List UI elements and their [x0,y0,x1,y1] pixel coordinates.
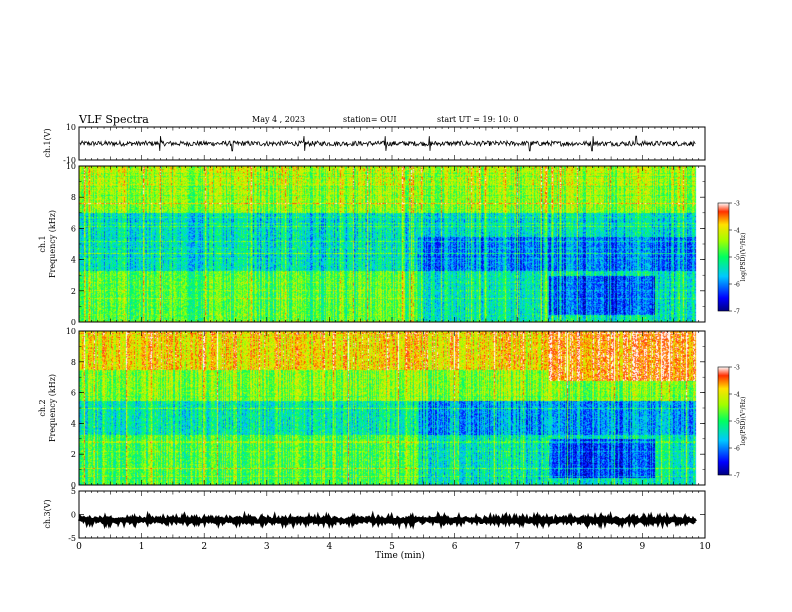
ch1-spectrogram-ylabel-channel: ch.1 [38,235,47,252]
x-tick-label: 6 [452,542,458,552]
ch3-yticks: 5 0 -5 [68,487,705,543]
ch2-spectrogram-yticks: 0 2 4 6 8 10 [66,327,705,490]
ch1-colorbar-ticks: -3 -4 -5 -6 -7 [729,201,740,316]
x-axis-ticks [78,127,706,538]
colorbar-tick-label: -4 [734,392,740,399]
colorbar-tick-label: -4 [734,228,740,235]
x-axis-tick-labels: 0 1 2 3 4 5 6 7 8 9 10 [76,542,711,552]
ch1-waveform-panel: 10 -10 ch.1(V) [43,123,706,165]
x-tick-label: 9 [640,542,646,552]
ch1-yticks: 10 -10 [63,123,705,165]
x-tick-label: 2 [201,542,207,552]
colorbar-tick-label: -7 [734,473,740,480]
y-tick-label: 8 [71,358,76,367]
y-tick-label: 0 [71,481,76,490]
x-tick-label: 0 [76,542,82,552]
ch1-colorbar-label: log(PSD)(V²/Hz) [740,233,747,282]
ch2-spectrogram-ylabel-frequency: Frequency (kHz) [48,374,57,442]
y-tick-label: -10 [63,156,76,165]
ch2-spectrogram-ylabel-channel: ch.2 [38,399,47,416]
colorbar-tick-label: -3 [734,365,740,372]
ch2-spectrogram-image [79,331,705,485]
ch1-colorbar [717,202,730,312]
y-tick-label: 8 [71,193,76,202]
y-tick-label: 0 [71,318,76,327]
start-ut-label: start UT = 19: 10: 0 [437,115,518,124]
ch1-ylabel: ch.1(V) [43,128,52,157]
ch3-waveform-panel: 5 0 -5 ch.3(V) [43,487,706,543]
y-tick-label: 10 [66,162,76,171]
x-tick-label: 8 [577,542,583,552]
y-tick-label: 5 [71,487,76,496]
y-tick-label: 4 [71,256,76,265]
x-axis-label: Time (min) [375,550,425,561]
x-tick-label: 1 [139,542,145,552]
x-tick-label: 4 [327,542,333,552]
y-tick-label: 10 [66,327,76,336]
x-tick-label: 5 [389,542,395,552]
ch1-waveform-line [79,135,696,152]
y-tick-label: -5 [68,534,76,543]
x-tick-label: 7 [514,542,520,552]
colorbar-tick-label: -5 [734,255,740,262]
y-tick-label: 2 [71,287,76,296]
colorbar-tick-label: -7 [734,309,740,316]
colorbar-tick-label: -6 [734,282,740,289]
y-tick-label: 6 [71,389,76,398]
ch1-spectrogram-image [79,166,705,322]
station-label: station= OUI [343,115,397,124]
figure-title: VLF Spectra [78,113,149,126]
y-tick-label: 2 [71,450,76,459]
ch3-ylabel: ch.3(V) [43,499,52,528]
ch3-waveform-line [78,510,697,530]
y-tick-label: 0 [71,511,76,520]
ch2-colorbar-label: log(PSD)(V²/Hz) [740,397,747,446]
x-tick-label: 3 [264,542,270,552]
colorbar-tick-label: -6 [734,446,740,453]
ch2-colorbar [717,366,730,476]
colorbar-tick-label: -3 [734,201,740,208]
date-label: May 4 , 2023 [252,115,305,124]
x-tick-label: 10 [699,542,711,552]
y-tick-label: 6 [71,224,76,233]
y-tick-label: 4 [71,419,76,428]
y-tick-label: 10 [66,123,76,132]
colorbar-tick-label: -5 [734,419,740,426]
ch2-colorbar-ticks: -3 -4 -5 -6 -7 [729,365,740,480]
ch1-spectrogram-yticks: 0 2 4 6 8 10 [66,162,705,327]
ch1-spectrogram-ylabel-frequency: Frequency (kHz) [48,210,57,278]
